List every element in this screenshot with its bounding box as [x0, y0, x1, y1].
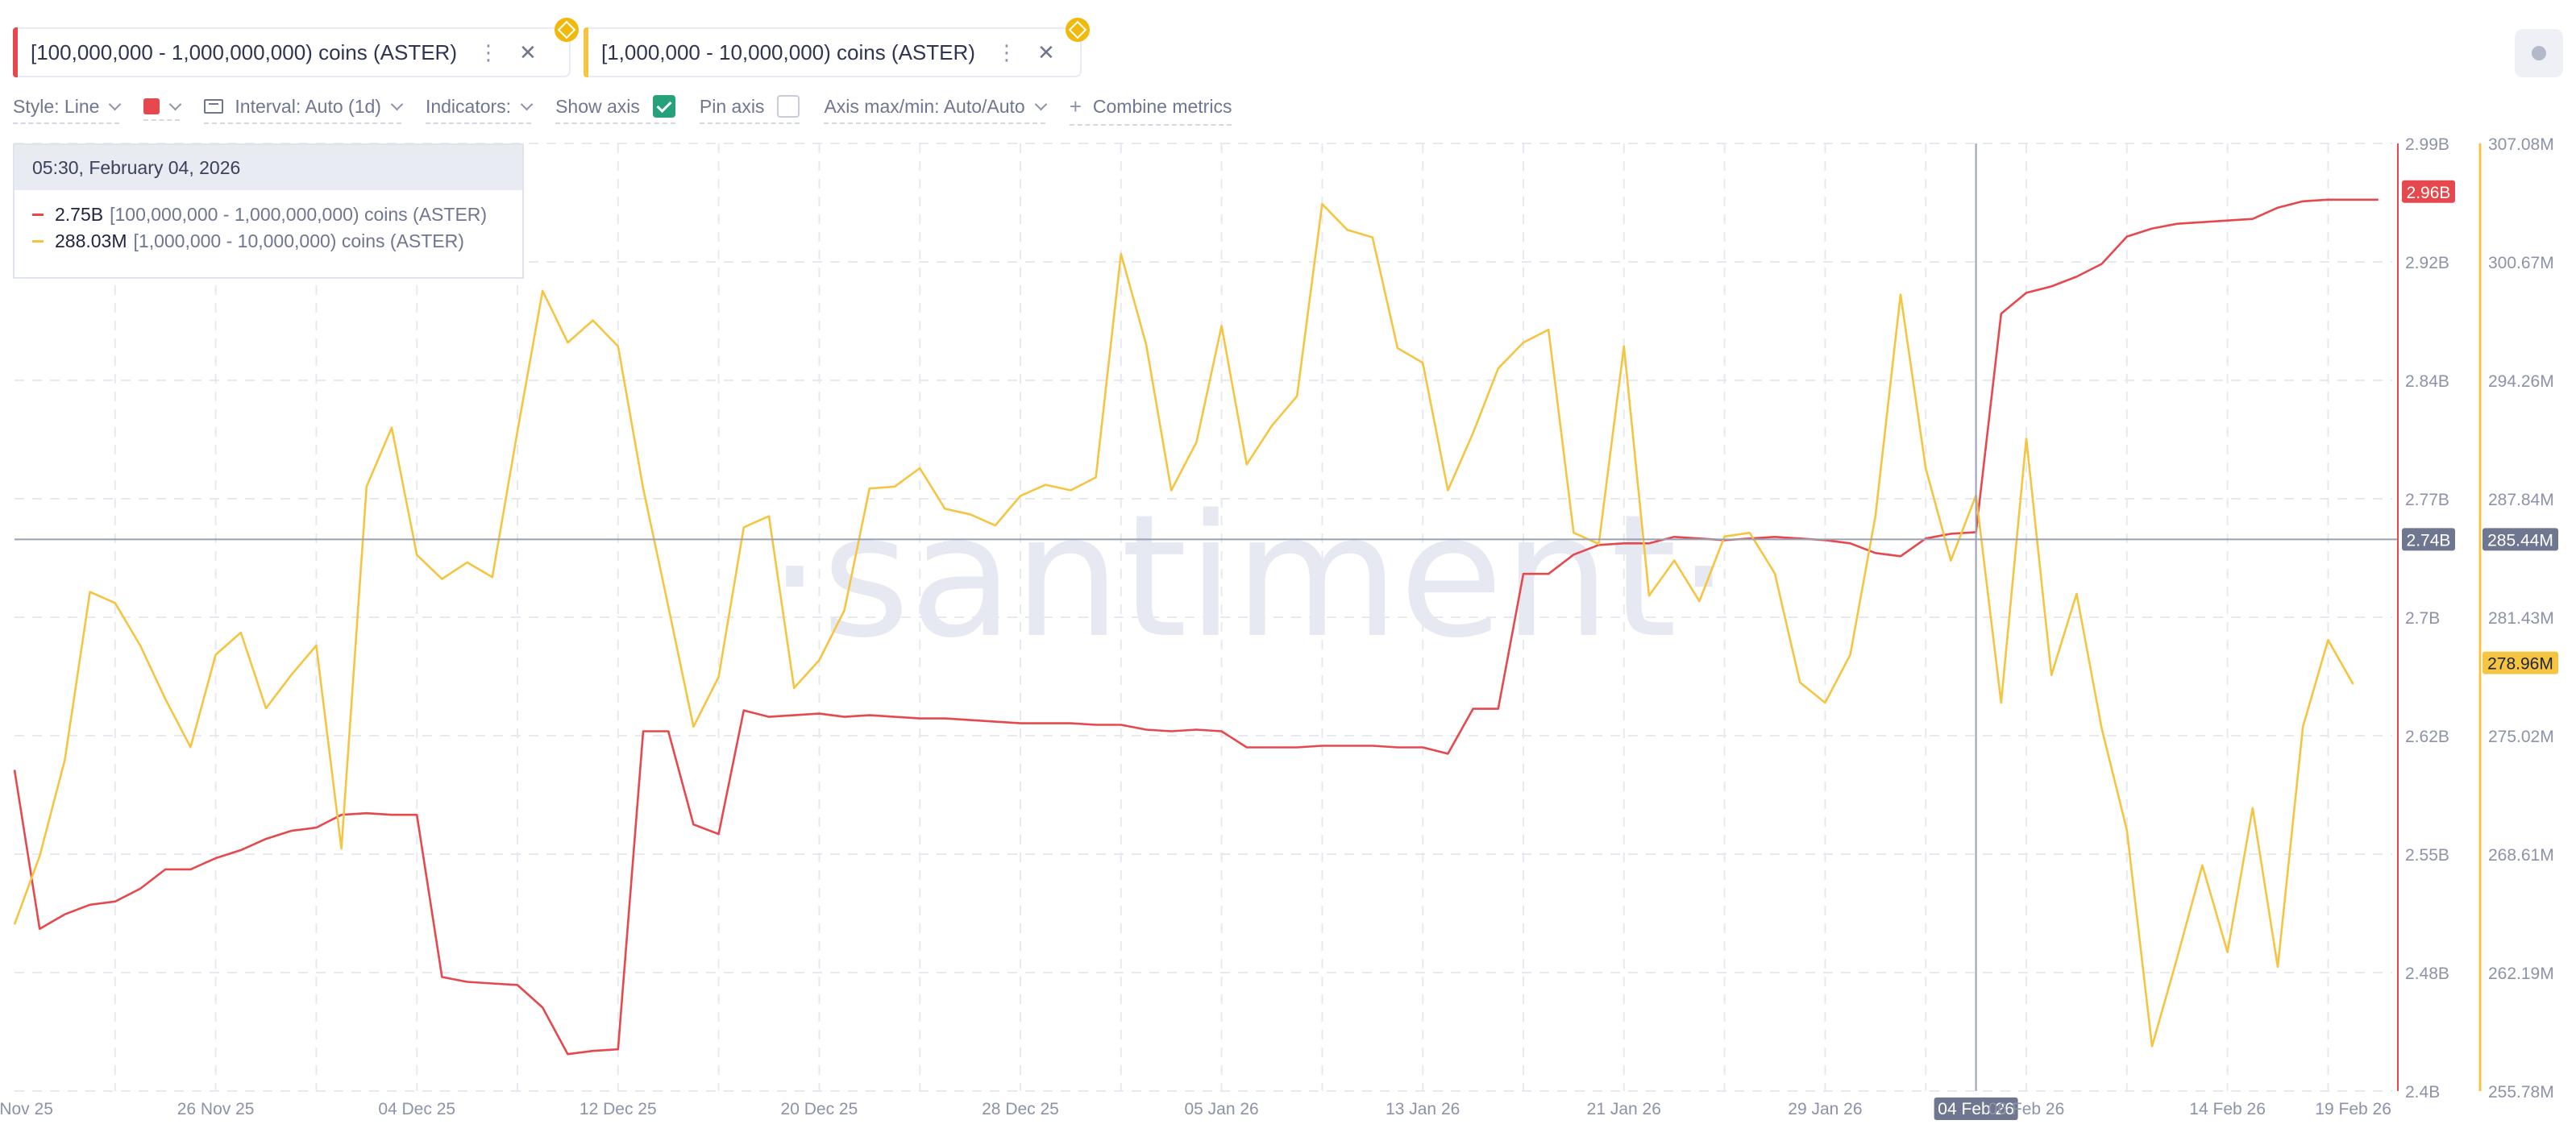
binance-icon: [1066, 18, 1090, 42]
combine-metrics-label: Combine metrics: [1092, 95, 1232, 117]
metric-color-bar: [584, 27, 588, 77]
x-tick-label: 05 Jan 26: [1184, 1100, 1258, 1118]
right-y-tick-label: 307.08M: [2488, 135, 2554, 154]
hover-date-label: 04 Feb 26: [1938, 1100, 2014, 1118]
color-swatch: [143, 98, 160, 114]
left-y-tick-label: 2.4B: [2405, 1083, 2440, 1102]
x-tick-label: 14 Feb 26: [2189, 1100, 2266, 1118]
tooltip-value: 2.75B: [55, 204, 104, 225]
show-axis-label: Show axis: [555, 95, 640, 117]
color-picker[interactable]: [143, 98, 182, 121]
x-tick-label: 12 Dec 25: [580, 1100, 657, 1118]
crosshair-left-value-bg: [2402, 528, 2455, 551]
tooltip-row-large-holders: 2.75B [100,000,000 - 1,000,000,000) coin…: [32, 201, 522, 228]
chart-grid: [15, 143, 2392, 1092]
x-tick-label: 29 Jan 26: [1788, 1100, 1862, 1118]
combine-metrics-button[interactable]: + Combine metrics: [1069, 93, 1232, 126]
crosshair: 2.74B 285.44M 2.96B 278.96M 04 Feb 26: [15, 143, 2558, 1120]
right-y-tick-label: 262.19M: [2488, 965, 2554, 983]
tooltip-value: 288.03M: [55, 230, 127, 251]
more-options-icon[interactable]: ⋮: [478, 39, 499, 64]
close-icon[interactable]: ✕: [519, 39, 537, 64]
crosshair-right-value: 285.44M: [2487, 531, 2553, 550]
style-dropdown[interactable]: Style: Line: [13, 95, 122, 124]
interval-label: Interval: Auto (1d): [235, 95, 381, 117]
tooltip-series-name: [100,000,000 - 1,000,000,000) coins (AST…: [110, 204, 488, 225]
indicators-dropdown[interactable]: Indicators:: [425, 95, 534, 124]
series-swatch: [32, 240, 44, 243]
x-tick-label: 06 Feb 26: [1988, 1100, 2065, 1118]
binance-icon: [555, 18, 579, 42]
pin-axis-toggle[interactable]: Pin axis: [699, 95, 800, 124]
hover-date-bg: [1934, 1097, 2018, 1120]
left-y-tick-label: 2.48B: [2405, 965, 2449, 983]
interval-dropdown[interactable]: Interval: Auto (1d): [204, 95, 404, 124]
axis-minmax-label: Axis max/min: Auto/Auto: [824, 95, 1025, 117]
close-icon[interactable]: ✕: [1037, 39, 1055, 64]
mid-holders-series-line: [13, 202, 2354, 1048]
tooltip-row-mid-holders: 288.03M [1,000,000 - 10,000,000) coins (…: [32, 228, 522, 255]
x-tick-label: 26 Nov 25: [177, 1100, 255, 1118]
right-y-tick-label: 268.61M: [2488, 846, 2554, 865]
left-y-tick-label: 2.77B: [2405, 491, 2449, 509]
right-y-tick-label: 300.67M: [2488, 254, 2554, 272]
x-tick-label: 19 Feb 26: [2315, 1100, 2391, 1118]
left-y-tick-label: 2.99B: [2405, 135, 2449, 154]
more-options-icon[interactable]: ⋮: [995, 39, 1017, 64]
x-tick-label: 18 Nov 25: [0, 1100, 53, 1118]
metric-chip-large-holders[interactable]: [100,000,000 - 1,000,000,000) coins (AST…: [13, 18, 579, 77]
tooltip-date: 05:30, February 04, 2026: [15, 145, 522, 190]
hover-tooltip: 05:30, February 04, 2026 2.75B [100,000,…: [13, 143, 524, 279]
series-swatch: [32, 214, 44, 216]
left-y-tick-label: 2.55B: [2405, 846, 2449, 865]
chart-series: [13, 198, 2379, 1056]
last-left-value-bg: [2402, 180, 2455, 203]
show-axis-toggle[interactable]: Show axis: [555, 95, 675, 124]
metric-color-bar: [13, 27, 18, 77]
x-tick-label: 21 Jan 26: [1587, 1100, 1661, 1118]
x-tick-label: 13 Jan 26: [1386, 1100, 1460, 1118]
left-y-tick-label: 2.84B: [2405, 372, 2449, 391]
large-holders-series-line: [13, 198, 2379, 1056]
last-right-value-bg: [2483, 651, 2558, 674]
right-y-tick-label: 275.02M: [2488, 728, 2554, 746]
last-right-value: 278.96M: [2487, 655, 2553, 674]
left-y-tick-label: 2.62B: [2405, 728, 2449, 746]
plus-icon: +: [1069, 93, 1082, 118]
pin-axis-checkbox[interactable]: [777, 95, 800, 118]
left-y-tick-label: 2.7B: [2405, 609, 2440, 628]
x-tick-label: 04 Dec 25: [378, 1100, 455, 1118]
metric-chip-label: [100,000,000 - 1,000,000,000) coins (AST…: [31, 39, 457, 64]
chart-axes: 2.99B 2.92B 2.84B 2.77B 2.7B 2.62B 2.55B 2.48B 2…: [0, 135, 2554, 1118]
pin-axis-label: Pin axis: [699, 95, 765, 117]
right-y-tick-label: 287.84M: [2488, 491, 2554, 509]
crosshair-right-value-bg: [2483, 528, 2558, 551]
crosshair-left-value: 2.74B: [2407, 531, 2451, 550]
dot-icon: [2532, 46, 2546, 60]
indicators-label: Indicators:: [425, 95, 512, 117]
right-y-tick-label: 294.26M: [2488, 372, 2554, 391]
right-y-tick-label: 281.43M: [2488, 609, 2554, 628]
last-left-value: 2.96B: [2407, 184, 2451, 202]
tooltip-series-name: [1,000,000 - 10,000,000) coins (ASTER): [133, 230, 464, 251]
x-tick-label: 20 Dec 25: [781, 1100, 858, 1118]
chart-toolbar: Style: Line Interval: Auto (1d) Indicato…: [13, 93, 1256, 126]
settings-button[interactable]: [2515, 29, 2563, 77]
right-y-tick-label: 255.78M: [2488, 1083, 2554, 1102]
style-label: Style: Line: [13, 95, 100, 117]
metric-chip-mid-holders[interactable]: [1,000,000 - 10,000,000) coins (ASTER) ⋮…: [584, 18, 1090, 77]
x-tick-label: 28 Dec 25: [982, 1100, 1059, 1118]
santiment-watermark: ·santiment·: [768, 478, 1731, 675]
metric-chip-label: [1,000,000 - 10,000,000) coins (ASTER): [601, 39, 975, 64]
calendar-icon: [204, 99, 224, 114]
axis-minmax-dropdown[interactable]: Axis max/min: Auto/Auto: [824, 95, 1047, 124]
show-axis-checkbox[interactable]: [652, 95, 675, 118]
left-y-tick-label: 2.92B: [2405, 254, 2449, 272]
